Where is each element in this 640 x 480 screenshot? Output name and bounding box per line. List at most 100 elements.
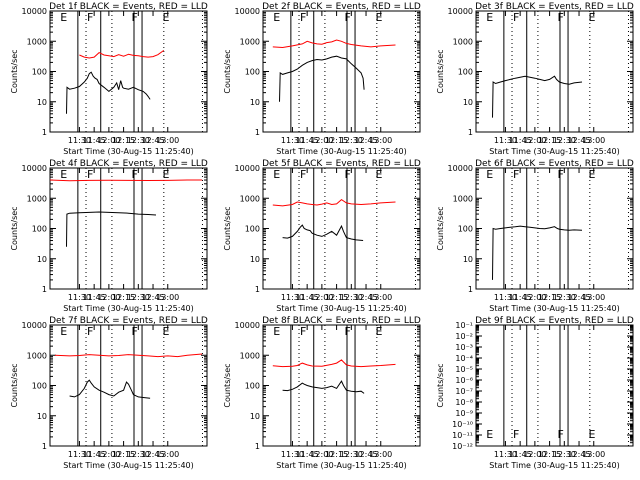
event-marker: F xyxy=(345,11,351,24)
x-tick-label: 12:45 xyxy=(568,136,591,145)
lld-series-line xyxy=(272,39,396,49)
x-tick-label: 12:45 xyxy=(142,136,165,145)
x-tick-label: 12:30 xyxy=(340,450,363,459)
panel-title: Det 5f BLACK = Events, RED = LLD xyxy=(262,159,421,169)
y-tick-label: 1 xyxy=(255,442,260,451)
y-tick-label: 100 xyxy=(32,225,47,234)
x-tick-label: 11:45 xyxy=(509,293,532,302)
detector-panel: Det 4f BLACK = Events, RED = LLD Start Ti… xyxy=(10,159,208,313)
event-marker: E xyxy=(375,325,382,338)
detector-panel: Det 1f BLACK = Events, RED = LLD Start Ti… xyxy=(10,2,208,156)
detector-panel: Det 5f BLACK = Events, RED = LLD Start Ti… xyxy=(223,159,421,313)
event-marker: F xyxy=(87,325,93,338)
event-marker: F xyxy=(87,168,93,181)
x-tick-label: 13:00 xyxy=(582,136,605,145)
x-tick-label: 12:30 xyxy=(553,136,576,145)
event-marker: F xyxy=(513,428,519,441)
y-tick-label: 10 xyxy=(37,255,47,264)
y-tick-label: 10⁻⁵ xyxy=(455,365,473,374)
y-tick-label: 10 xyxy=(37,98,47,107)
x-tick-label: 11:30 xyxy=(68,450,91,459)
x-tick-label: 12:45 xyxy=(142,450,165,459)
x-tick-label: 12:15 xyxy=(538,450,561,459)
x-tick-label: 12:30 xyxy=(127,450,150,459)
y-axis-label: Counts/sec xyxy=(223,363,232,407)
y-tick-label: 10 xyxy=(250,255,260,264)
x-tick-label: 11:45 xyxy=(509,450,532,459)
y-tick-label: 1 xyxy=(468,128,473,137)
x-tick-label: 13:00 xyxy=(369,293,392,302)
y-tick-label: 1 xyxy=(42,442,47,451)
y-axis-label: Counts/sec xyxy=(436,49,445,93)
lld-series-line xyxy=(49,179,203,182)
event-marker: F xyxy=(513,11,519,24)
events-series-line xyxy=(69,379,151,399)
x-tick-label: 12:00 xyxy=(97,293,120,302)
x-tick-label: 12:15 xyxy=(325,293,348,302)
y-tick-label: 100 xyxy=(245,382,260,391)
y-tick-label: 10⁻¹² xyxy=(452,442,473,451)
event-marker: E xyxy=(486,428,493,441)
panel-title: Det 4f BLACK = Events, RED = LLD xyxy=(49,159,208,169)
lld-series-line xyxy=(79,49,165,59)
detector-panel: Det 9f BLACK = Events, RED = LLD Start Ti… xyxy=(436,316,634,470)
y-tick-label: 10000 xyxy=(235,321,260,330)
event-marker: E xyxy=(162,11,169,24)
detector-panel: Det 7f BLACK = Events, RED = LLD Start Ti… xyxy=(10,316,208,470)
y-axis-label: Counts/sec xyxy=(223,206,232,250)
panel-title: Det 1f BLACK = Events, RED = LLD xyxy=(49,2,208,12)
y-tick-label: 100 xyxy=(32,68,47,77)
events-series-line xyxy=(279,55,365,102)
y-tick-label: 10⁻⁹ xyxy=(455,409,473,418)
y-tick-label: 10 xyxy=(250,98,260,107)
event-marker: F xyxy=(132,11,138,24)
x-tick-label: 11:45 xyxy=(83,450,106,459)
y-tick-label: 10⁻⁴ xyxy=(455,354,473,363)
x-tick-label: 12:30 xyxy=(127,293,150,302)
detector-panel: Det 2f BLACK = Events, RED = LLD Start Ti… xyxy=(223,2,421,156)
event-marker: E xyxy=(588,168,595,181)
events-series-line xyxy=(66,211,157,247)
x-tick-label: 11:30 xyxy=(281,450,304,459)
y-tick-label: 1000 xyxy=(453,37,473,46)
x-tick-label: 11:45 xyxy=(296,450,319,459)
x-tick-label: 12:45 xyxy=(355,136,378,145)
y-tick-label: 100 xyxy=(32,382,47,391)
x-tick-label: 12:45 xyxy=(142,293,165,302)
plot-frame xyxy=(49,324,208,447)
y-tick-label: 1 xyxy=(42,285,47,294)
x-tick-label: 11:45 xyxy=(509,136,532,145)
event-marker: E xyxy=(273,325,280,338)
x-tick-label: 12:45 xyxy=(355,293,378,302)
event-marker: E xyxy=(588,11,595,24)
event-marker: F xyxy=(345,325,351,338)
event-marker: E xyxy=(60,325,67,338)
x-tick-label: 12:45 xyxy=(355,450,378,459)
x-tick-label: 12:00 xyxy=(97,136,120,145)
events-series-line xyxy=(282,224,364,241)
x-tick-label: 12:30 xyxy=(340,293,363,302)
x-tick-label: 12:15 xyxy=(112,450,135,459)
y-tick-label: 100 xyxy=(245,68,260,77)
y-tick-label: 10000 xyxy=(448,164,473,173)
lld-series-line xyxy=(272,198,396,207)
plot-frame xyxy=(262,167,421,290)
y-axis-label: Counts/sec xyxy=(223,49,232,93)
x-tick-label: 12:30 xyxy=(127,136,150,145)
y-tick-label: 10000 xyxy=(22,7,47,16)
x-tick-label: 13:00 xyxy=(156,450,179,459)
y-tick-label: 1 xyxy=(468,285,473,294)
plot-frame xyxy=(262,10,421,133)
event-marker: F xyxy=(513,168,519,181)
x-tick-label: 12:30 xyxy=(553,450,576,459)
y-tick-label: 1 xyxy=(255,285,260,294)
event-marker: E xyxy=(375,168,382,181)
y-tick-label: 1000 xyxy=(453,194,473,203)
event-marker: E xyxy=(375,11,382,24)
panel-title: Det 3f BLACK = Events, RED = LLD xyxy=(475,2,634,12)
detector-panel: Det 8f BLACK = Events, RED = LLD Start Ti… xyxy=(223,316,421,470)
event-marker: F xyxy=(300,325,306,338)
x-tick-label: 12:45 xyxy=(568,293,591,302)
panel-title: Det 9f BLACK = Events, RED = LLD xyxy=(475,316,634,326)
x-tick-label: 12:00 xyxy=(523,293,546,302)
